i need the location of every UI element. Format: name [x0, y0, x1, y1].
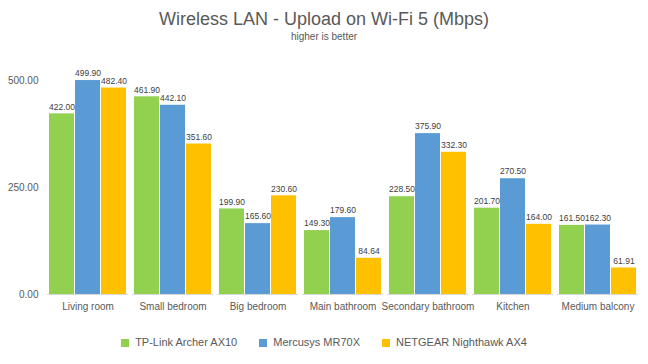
- svg-text:375.90: 375.90: [415, 121, 441, 131]
- svg-text:Kitchen: Kitchen: [496, 301, 529, 312]
- svg-text:230.60: 230.60: [271, 184, 297, 194]
- html-text:Mercusys MR70X: Mercusys MR70X: [273, 336, 360, 348]
- svg-text:422.00: 422.00: [49, 102, 75, 112]
- svg-text:228.50: 228.50: [389, 184, 415, 194]
- svg-text:161.50: 161.50: [559, 213, 585, 223]
- svg-text:201.70: 201.70: [474, 196, 500, 206]
- svg-text:270.50: 270.50: [500, 166, 526, 176]
- html-text:higher is better: higher is better: [290, 31, 358, 42]
- svg-text:Living room: Living room: [62, 301, 114, 312]
- svg-text:165.60: 165.60: [245, 211, 271, 221]
- html-text:NETGEAR Nighthawk AX4: NETGEAR Nighthawk AX4: [396, 336, 527, 348]
- svg-text:162.30: 162.30: [585, 213, 611, 223]
- svg-text:482.40: 482.40: [101, 76, 127, 86]
- svg-text:461.90: 461.90: [134, 85, 160, 95]
- svg-text:442.10: 442.10: [160, 93, 186, 103]
- svg-text:Main bathroom: Main bathroom: [310, 301, 377, 312]
- html-text:Wireless LAN - Upload on Wi-Fi: Wireless LAN - Upload on Wi-Fi 5 (Mbps): [159, 9, 489, 29]
- svg-text:84.64: 84.64: [358, 246, 380, 256]
- svg-text:164.00: 164.00: [526, 212, 552, 222]
- svg-text:61.91: 61.91: [613, 256, 635, 266]
- svg-text:Big bedroom: Big bedroom: [230, 301, 287, 312]
- svg-text:Secondary bathroom: Secondary bathroom: [382, 301, 475, 312]
- svg-text:250.00: 250.00: [8, 182, 39, 193]
- svg-text:Small bedroom: Small bedroom: [139, 301, 206, 312]
- svg-text:Medium balcony: Medium balcony: [562, 301, 635, 312]
- html-text:TP-Link Archer AX10: TP-Link Archer AX10: [135, 336, 238, 348]
- svg-text:199.90: 199.90: [219, 197, 245, 207]
- svg-text:179.60: 179.60: [330, 205, 356, 215]
- svg-text:149.30: 149.30: [304, 218, 330, 228]
- svg-text:0.00: 0.00: [19, 289, 39, 300]
- svg-text:351.60: 351.60: [186, 132, 212, 142]
- svg-text:499.90: 499.90: [75, 68, 101, 78]
- svg-text:500.00: 500.00: [8, 75, 39, 86]
- svg-text:332.30: 332.30: [441, 140, 467, 150]
